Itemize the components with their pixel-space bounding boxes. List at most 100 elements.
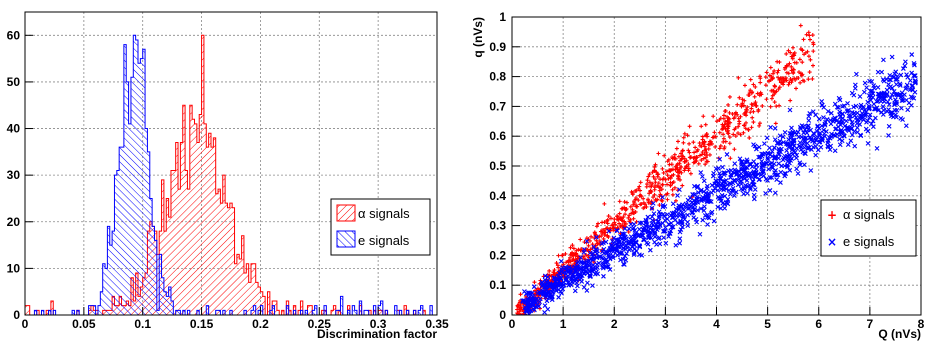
scatter-point-e [542,273,548,279]
scatter-point-alpha [678,177,683,182]
scatter-point-alpha [758,90,763,95]
scatter-point-e [661,235,667,240]
scatter-point-e [867,115,872,120]
scatter-point-alpha [641,200,646,205]
scatter-point-alpha [688,171,693,176]
scatter-point-alpha [789,68,794,73]
scatter-point-e [616,237,622,243]
scatter-point-alpha [636,198,641,203]
scatter-point-e [826,135,832,140]
scatter-point-alpha [638,193,643,198]
scatter-point-e [542,292,548,298]
scatter-point-alpha [742,83,747,88]
scatter-point-alpha [711,114,716,119]
scatter-point-e [739,167,745,172]
scatter-point-e [797,140,803,145]
scatter-point-alpha [737,121,742,126]
scatter-point-e [805,146,811,152]
scatter-point-e [881,78,887,84]
scatter-point-e [533,297,538,302]
scatter-point-e [813,152,819,158]
scatter-point-alpha [726,120,731,125]
scatter-point-alpha [725,131,730,136]
scatter-point-alpha [623,212,628,217]
scatter-point-e [802,162,807,168]
scatter-point-alpha [744,120,749,125]
scatter-point-alpha [776,75,781,80]
scatter-point-alpha [647,184,652,189]
scatter-point-alpha [532,280,537,285]
scatter-point-e [593,254,599,260]
scatter-point-e [870,94,876,100]
scatter-point-alpha [623,221,628,226]
scatter-point-alpha [613,222,618,227]
scatter-point-e [818,144,824,150]
scatter-point-e [742,183,748,188]
scatter-point-alpha [808,57,813,62]
histogram-x-axis-title: Discrimination factor [317,327,437,341]
scatter-point-alpha [782,67,787,72]
scatter-point-alpha [517,319,521,323]
scatter-point-e [655,218,661,224]
scatter-point-alpha [733,134,738,139]
scatter-point-e [695,190,701,195]
scatter-y-tick-label: 0.3 [489,219,506,233]
scatter-point-e [665,212,670,217]
scatter-legend-box [820,199,917,257]
histogram-y-tick-label: 60 [7,28,21,42]
scatter-point-alpha [730,112,735,117]
scatter-point-e [905,107,911,113]
scatter-point-alpha [810,76,815,81]
histogram-bars [25,34,437,315]
scatter-point-e [881,107,887,113]
scatter-point-e [821,115,826,120]
scatter-point-e [903,59,908,65]
scatter-legend-alpha-marker: + [827,208,837,222]
scatter-point-e [903,123,909,129]
scatter-point-e [541,289,547,294]
scatter-point-alpha [738,132,743,137]
scatter-y-tick-label: 0.1 [489,278,506,292]
scatter-point-e [685,212,690,218]
scatter-point-e [865,118,870,124]
histogram-x-tick-label: 0.1 [134,317,151,331]
scatter-point-e [802,150,808,156]
scatter-point-e [800,141,806,147]
scatter-point-e [600,261,606,266]
scatter-point-e [851,92,857,98]
scatter-point-alpha [516,315,520,319]
scatter-point-e [746,173,752,179]
scatter-point-e [871,85,877,91]
scatter-point-alpha [668,183,673,188]
scatter-point-alpha [788,98,793,103]
scatter-point-e [875,107,881,113]
scatter-point-e [779,163,785,169]
scatter-point-e [646,235,651,240]
scatter-point-e [845,124,851,130]
scatter-point-e [745,190,750,196]
scatter-point-e [812,140,818,145]
scatter-point-e [680,224,685,230]
scatter-point-e [570,272,576,278]
scatter-point-e [544,298,550,304]
scatter-point-e [641,237,647,243]
scatter-legend-e-label: e signals [843,234,895,249]
scatter-point-e [782,170,788,176]
scatter-point-alpha [674,146,679,151]
scatter-point-e [722,205,728,211]
scatter-point-alpha [798,80,803,85]
scatter-point-e [879,90,885,96]
scatter-point-alpha [620,206,625,211]
scatter-point-alpha [728,156,733,161]
scatter-point-e [584,288,590,293]
scatter-y-tick-label: 0.8 [489,70,506,84]
scatter-point-e [788,158,794,163]
scatter-point-e [733,189,739,195]
scatter-point-e [839,138,845,144]
scatter-point-alpha [798,23,803,28]
scatter-point-alpha [706,146,711,151]
scatter-point-e [741,191,747,197]
scatter-point-e [862,80,868,86]
scatter-point-e [804,130,810,136]
scatter-point-alpha [617,211,622,216]
